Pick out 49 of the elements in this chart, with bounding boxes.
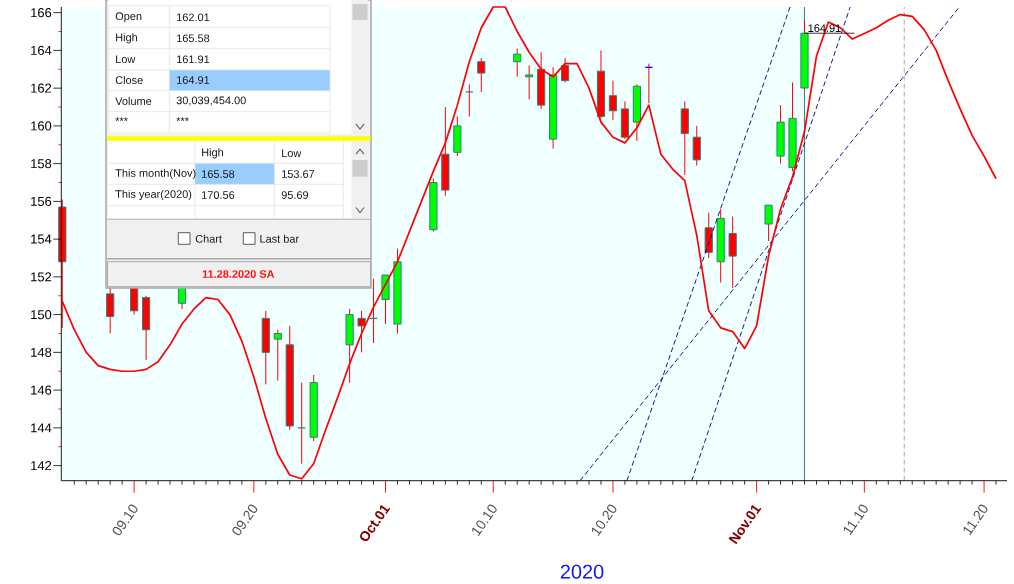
candlestick bbox=[513, 48, 522, 78]
candlestick bbox=[692, 125, 701, 167]
annotation: 161.91 bbox=[177, 55, 210, 64]
annotation: Low bbox=[282, 149, 302, 158]
y-tick-label: 164 bbox=[31, 45, 52, 55]
annotation: 162.01 bbox=[177, 13, 210, 22]
annotation: 30,039,454.00 bbox=[176, 96, 246, 106]
candlestick bbox=[728, 215, 737, 289]
x-axis-title: 2020 bbox=[560, 564, 604, 579]
y-tick-label: 160 bbox=[31, 121, 52, 131]
candlestick bbox=[560, 57, 570, 83]
y-tick-label: 152 bbox=[31, 272, 52, 282]
candlestick bbox=[764, 204, 773, 242]
y-tick-label: 154 bbox=[31, 234, 52, 244]
annotation: 165.58 bbox=[177, 34, 210, 43]
annotation: High bbox=[202, 148, 224, 159]
annotation: Last bar bbox=[260, 234, 299, 243]
y-tick-label: 150 bbox=[31, 310, 52, 320]
annotation: Close bbox=[115, 75, 143, 85]
candlestick bbox=[525, 65, 534, 100]
candlestick bbox=[608, 80, 618, 121]
annotation: 165.58 bbox=[202, 170, 235, 178]
y-tick-label: 144 bbox=[31, 423, 52, 433]
y-tick-label: 156 bbox=[31, 196, 52, 206]
candlestick bbox=[273, 329, 282, 382]
y-tick-label: 142 bbox=[31, 461, 52, 471]
annotation: *** bbox=[115, 117, 128, 122]
annotation: 164.91 bbox=[177, 76, 210, 84]
annotation: *** bbox=[176, 117, 189, 122]
annotation: Chart bbox=[195, 234, 222, 243]
annotation: 153.67 bbox=[282, 170, 315, 178]
annotation: High bbox=[116, 33, 138, 44]
y-tick-label: 146 bbox=[31, 385, 52, 395]
y-tick-label: 162 bbox=[31, 83, 52, 93]
annotation: This month(Nov) bbox=[115, 168, 196, 180]
y-tick-label: 148 bbox=[31, 347, 52, 357]
candlestick bbox=[357, 310, 366, 353]
annotation: 95.69 bbox=[281, 191, 309, 199]
annotation: 170.56 bbox=[202, 191, 235, 199]
annotation: Open bbox=[115, 12, 142, 23]
annotation: Volume bbox=[115, 96, 152, 106]
y-tick-label: 158 bbox=[31, 159, 52, 169]
y-tick-label: 166 bbox=[31, 8, 52, 18]
annotation: 11.28.2020 SA bbox=[202, 270, 275, 278]
annotation: Low bbox=[116, 55, 136, 64]
annotation: This year(2020) bbox=[115, 189, 192, 201]
candlestick bbox=[297, 382, 306, 465]
candlestick bbox=[465, 83, 474, 117]
candlestick bbox=[477, 57, 486, 93]
